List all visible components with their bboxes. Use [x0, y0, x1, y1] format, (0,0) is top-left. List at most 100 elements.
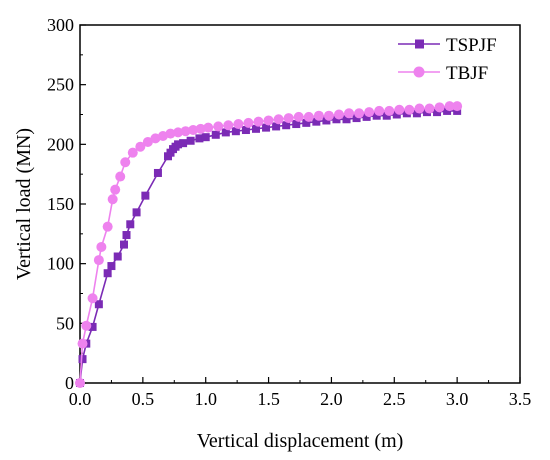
x-tick-label: 1.5 [257, 389, 280, 409]
data-point [332, 115, 341, 124]
data-point [263, 115, 274, 126]
data-point [94, 300, 103, 309]
y-tick-label: 250 [47, 75, 74, 95]
data-point [433, 108, 442, 117]
data-point [113, 252, 122, 261]
data-point [414, 103, 425, 114]
data-point [195, 134, 204, 143]
data-point [452, 101, 463, 112]
data-point [165, 128, 176, 139]
y-tick-label: 100 [47, 254, 74, 274]
data-point [195, 123, 206, 134]
data-point [241, 126, 250, 135]
data-point [262, 123, 271, 132]
data-point [394, 104, 405, 115]
data-point [292, 120, 301, 129]
data-point [434, 102, 445, 113]
x-tick-label: 0.0 [69, 389, 92, 409]
legend-label: TBJF [446, 63, 488, 84]
data-point [374, 105, 385, 116]
x-tick-label: 2.5 [383, 389, 406, 409]
data-point [322, 116, 331, 125]
data-point [135, 141, 146, 152]
legend-marker [415, 39, 424, 49]
y-tick-label: 50 [56, 313, 74, 333]
data-point [107, 194, 118, 205]
data-point [150, 133, 161, 144]
data-point [102, 221, 113, 232]
data-point [115, 171, 126, 182]
data-point [252, 124, 260, 133]
y-tick-label: 300 [47, 15, 74, 35]
data-point [323, 110, 334, 121]
legend-marker [413, 66, 425, 78]
data-point [282, 121, 291, 130]
data-point [213, 121, 224, 132]
data-point [153, 168, 162, 177]
data-point [404, 104, 415, 115]
data-point [344, 108, 355, 119]
data-point [120, 157, 131, 168]
data-point [342, 115, 351, 124]
data-point [132, 208, 141, 217]
data-point [81, 320, 92, 331]
data-point [75, 378, 85, 388]
data-point [392, 110, 401, 119]
data-point [412, 109, 421, 118]
data-point [201, 133, 210, 142]
data-point [142, 136, 153, 147]
x-tick-label: 1.0 [194, 389, 217, 409]
data-point [186, 136, 195, 145]
data-point [127, 147, 138, 158]
y-tick-label: 150 [47, 194, 74, 214]
data-point [103, 269, 112, 278]
data-point [173, 127, 184, 138]
y-axis-ticks: 0 50 100 150 200 250 300 [47, 15, 86, 393]
data-point [174, 140, 183, 149]
data-point [203, 122, 214, 133]
data-point [110, 184, 121, 195]
data-point [243, 117, 254, 128]
data-point [372, 111, 381, 120]
data-point [120, 240, 128, 249]
data-point [283, 113, 294, 124]
data-point [233, 119, 244, 130]
x-tick-label: 0.5 [132, 389, 155, 409]
data-point [303, 111, 314, 122]
y-tick-label: 0 [65, 373, 74, 393]
data-point [293, 111, 304, 122]
data-point [221, 128, 230, 137]
legend: TSPJF TBJF [398, 35, 497, 84]
data-point [273, 114, 284, 125]
data-point [96, 241, 107, 252]
data-point [180, 126, 191, 137]
data-point [231, 127, 240, 136]
data-point [93, 255, 104, 266]
x-tick-label: 2.0 [320, 389, 343, 409]
legend-label: TSPJF [446, 35, 497, 56]
data-point [443, 106, 452, 115]
data-point [302, 118, 311, 127]
legend-item: TSPJF [398, 35, 497, 56]
data-point [424, 103, 435, 114]
data-point [157, 130, 168, 141]
data-point [362, 112, 371, 121]
data-point [188, 125, 199, 136]
data-point [313, 110, 324, 121]
data-point [253, 116, 264, 127]
data-point [223, 120, 234, 131]
x-axis-title: Vertical displacement (m) [197, 430, 404, 452]
series-tbjf [75, 101, 463, 388]
data-point [107, 262, 116, 271]
data-point [364, 107, 375, 118]
data-point [141, 191, 150, 200]
data-point [211, 130, 220, 139]
data-point [77, 338, 88, 349]
x-tick-label: 3.0 [446, 389, 469, 409]
data-point [444, 101, 455, 112]
series-layer [75, 101, 463, 388]
data-point [384, 105, 395, 116]
data-point [333, 109, 344, 120]
data-point [78, 355, 87, 364]
